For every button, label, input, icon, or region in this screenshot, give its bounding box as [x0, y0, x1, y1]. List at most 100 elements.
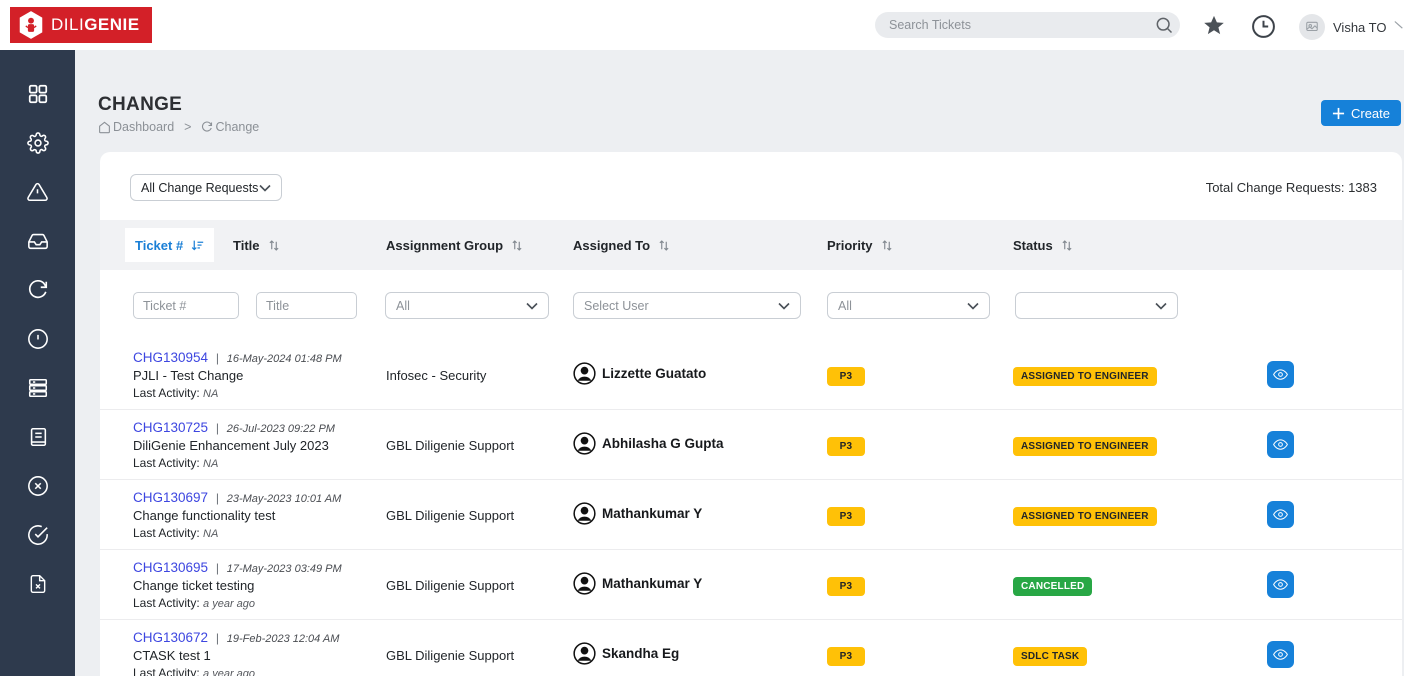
- view-ticket-button[interactable]: [1267, 641, 1294, 668]
- view-ticket-button[interactable]: [1267, 501, 1294, 528]
- ticket-link[interactable]: CHG130697: [133, 490, 208, 505]
- priority-badge: P3: [827, 577, 865, 596]
- search-input[interactable]: [875, 12, 1180, 38]
- sidebar-item-alert-triangle[interactable]: [25, 181, 51, 203]
- sidebar-item-file-x[interactable]: [25, 573, 51, 595]
- sidebar-item-grid[interactable]: [25, 83, 51, 105]
- table-row: CHG130697 | 23-May-2023 10:01 AM Change …: [100, 480, 1402, 550]
- ticket-separator: |: [216, 421, 219, 435]
- group-header-label: Assignment Group: [386, 238, 503, 253]
- sidebar-item-x-circle[interactable]: [25, 475, 51, 497]
- chevron-down-icon: [1155, 302, 1167, 310]
- column-header-group[interactable]: Assignment Group: [386, 220, 523, 270]
- view-ticket-button[interactable]: [1267, 361, 1294, 388]
- change-list-card: All Change Requests Total Change Request…: [100, 152, 1402, 676]
- ticket-link[interactable]: CHG130672: [133, 630, 208, 645]
- filter-status-select[interactable]: [1015, 292, 1178, 319]
- sidebar-item-server[interactable]: [25, 377, 51, 399]
- breadcrumb-separator: >: [184, 120, 191, 134]
- sidebar-item-book[interactable]: [25, 426, 51, 448]
- create-button[interactable]: Create: [1321, 100, 1401, 126]
- assignment-group: GBL Diligenie Support: [386, 508, 514, 523]
- breadcrumb-change[interactable]: Change: [201, 120, 259, 134]
- assignee-name: Lizzette Guatato: [602, 366, 706, 381]
- ticket-cell: CHG130672 | 19-Feb-2023 12:04 AM CTASK t…: [133, 630, 339, 676]
- x-circle-icon: [27, 475, 49, 497]
- ticket-link[interactable]: CHG130954: [133, 350, 208, 365]
- last-activity-label: Last Activity:: [133, 596, 200, 610]
- sort-icon: [511, 239, 523, 252]
- chevron-down-icon: [526, 302, 538, 310]
- view-filter-select[interactable]: All Change Requests: [130, 174, 282, 201]
- breadcrumb-dashboard-label: Dashboard: [113, 120, 174, 134]
- assignment-group: GBL Diligenie Support: [386, 648, 514, 663]
- ticket-cell: CHG130697 | 23-May-2023 10:01 AM Change …: [133, 490, 341, 540]
- assignee-name: Skandha Eg: [602, 646, 679, 661]
- ticket-link[interactable]: CHG130725: [133, 420, 208, 435]
- assignee-cell: Mathankumar Y: [573, 502, 702, 525]
- ticket-cell: CHG130695 | 17-May-2023 03:49 PM Change …: [133, 560, 342, 610]
- person-avatar-icon: [573, 362, 596, 385]
- column-header-title[interactable]: Title: [233, 220, 280, 270]
- view-ticket-button[interactable]: [1267, 431, 1294, 458]
- ticket-date: 23-May-2023 10:01 AM: [227, 493, 342, 505]
- brand-name: DILIGENIE: [51, 15, 140, 35]
- ticket-separator: |: [216, 631, 219, 645]
- user-avatar[interactable]: [1299, 14, 1325, 40]
- ticket-date: 26-Jul-2023 09:22 PM: [227, 423, 335, 435]
- ticket-link[interactable]: CHG130695: [133, 560, 208, 575]
- eye-icon: [1273, 437, 1288, 452]
- home-icon: [98, 121, 111, 134]
- filter-priority-value: All: [838, 299, 852, 313]
- page-title: CHANGE: [98, 94, 182, 116]
- ticket-date: 19-Feb-2023 12:04 AM: [227, 633, 340, 645]
- status-badge: ASSIGNED TO ENGINEER: [1013, 437, 1157, 456]
- filter-assigned-select[interactable]: Select User: [573, 292, 801, 319]
- ticket-date: 17-May-2023 03:49 PM: [227, 563, 342, 575]
- filter-group-select[interactable]: All: [385, 292, 549, 319]
- favorites-star-icon[interactable]: [1202, 14, 1226, 37]
- chevron-down-icon[interactable]: [1394, 19, 1404, 29]
- plus-icon: [1332, 107, 1345, 120]
- ticket-cell: CHG130954 | 16-May-2024 01:48 PM PJLI - …: [133, 350, 342, 400]
- chevron-down-icon: [259, 184, 271, 192]
- column-header-status[interactable]: Status: [1013, 220, 1073, 270]
- last-activity-value: NA: [203, 528, 218, 540]
- sidebar-item-alert-circle[interactable]: [25, 328, 51, 350]
- ticket-title: Change ticket testing: [133, 578, 342, 593]
- history-clock-icon[interactable]: [1251, 14, 1276, 39]
- ticket-separator: |: [216, 351, 219, 365]
- ticket-title: Change functionality test: [133, 508, 341, 523]
- assignment-group: Infosec - Security: [386, 368, 486, 383]
- user-name[interactable]: Visha TO: [1333, 20, 1386, 35]
- table-row: CHG130695 | 17-May-2023 03:49 PM Change …: [100, 550, 1402, 620]
- breadcrumb-dashboard[interactable]: Dashboard: [98, 120, 174, 134]
- ticket-separator: |: [216, 491, 219, 505]
- filter-ticket-input[interactable]: [133, 292, 239, 319]
- assigned-header-label: Assigned To: [573, 238, 650, 253]
- gear-icon: [27, 132, 49, 154]
- check-circle-icon: [27, 524, 49, 546]
- eye-icon: [1273, 507, 1288, 522]
- last-activity-value: NA: [203, 458, 218, 470]
- sidebar-item-settings[interactable]: [25, 132, 51, 154]
- alert-circle-icon: [27, 328, 49, 350]
- brand-logo[interactable]: DILIGENIE: [10, 7, 152, 43]
- column-header-priority[interactable]: Priority: [827, 220, 893, 270]
- sidebar-item-check-circle[interactable]: [25, 524, 51, 546]
- view-ticket-button[interactable]: [1267, 571, 1294, 598]
- search-icon[interactable]: [1154, 15, 1174, 35]
- assignee-cell: Skandha Eg: [573, 642, 679, 665]
- sidebar-item-refresh[interactable]: [25, 279, 51, 301]
- chevron-down-icon: [967, 302, 979, 310]
- ticket-title: CTASK test 1: [133, 648, 339, 663]
- refresh-small-icon: [201, 121, 213, 133]
- eye-icon: [1273, 577, 1288, 592]
- filter-priority-select[interactable]: All: [827, 292, 990, 319]
- sidebar-item-inbox[interactable]: [25, 230, 51, 252]
- ticket-header-label: Ticket #: [135, 238, 183, 253]
- filter-title-input[interactable]: [256, 292, 357, 319]
- column-header-ticket[interactable]: Ticket #: [125, 228, 214, 262]
- filter-assigned-value: Select User: [584, 299, 649, 313]
- column-header-assigned[interactable]: Assigned To: [573, 220, 670, 270]
